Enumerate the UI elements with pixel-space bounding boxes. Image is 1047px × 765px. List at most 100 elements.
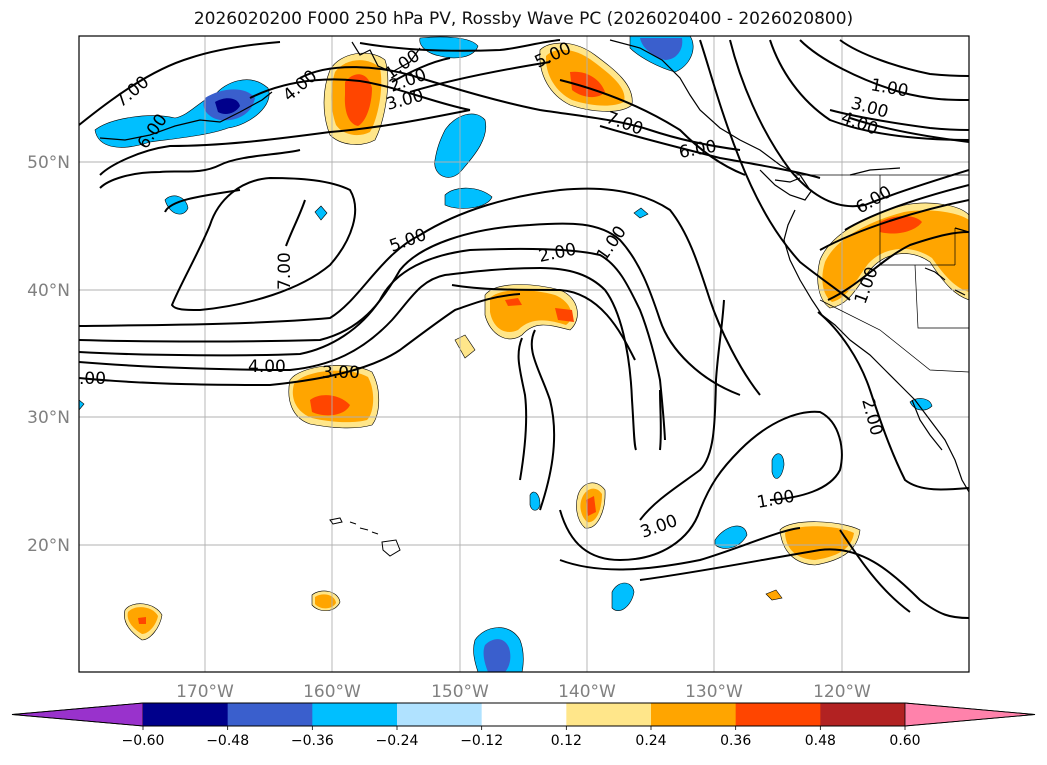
map-background	[79, 36, 969, 672]
pv-contour	[639, 299, 725, 521]
pv-contour	[699, 39, 851, 301]
negative-anomaly-shading	[771, 453, 785, 479]
negative-anomaly-shading	[314, 205, 328, 221]
colorbar-segment	[820, 703, 906, 726]
colorbar-label: 0.36	[720, 733, 751, 749]
colorbar-segment	[227, 703, 313, 726]
pv-contour	[829, 109, 969, 131]
pv-contour	[659, 389, 662, 451]
pv-contour	[559, 410, 843, 562]
colorbar-segment	[397, 703, 483, 726]
pv-contour	[530, 329, 556, 511]
colorbar: −0.60 −0.48 −0.36 −0.24 −0.12 0.12 0.24 0.36 0.4…	[11, 702, 1036, 749]
pv-contour	[79, 266, 637, 451]
pv-contour	[99, 149, 301, 189]
negative-anomaly-shading	[529, 491, 541, 511]
colorbar-label: −0.60	[122, 733, 165, 749]
pv-contour	[359, 39, 561, 52]
contour-label: 3.00	[322, 363, 360, 383]
colorbar-segment	[566, 703, 652, 726]
negative-anomaly-core	[483, 639, 511, 672]
longitude-tick-labels: 170°W 160°W 150°W 140°W 130°W 120°W	[176, 682, 871, 702]
colorbar-label: −0.36	[291, 733, 334, 749]
pv-contour	[599, 125, 821, 179]
pv-contour	[817, 311, 969, 491]
colorbar-segment	[651, 703, 737, 726]
pv-contour	[769, 39, 969, 141]
negative-anomaly-shading	[714, 525, 748, 549]
positive-anomaly-core	[138, 617, 146, 624]
colorbar-segment	[735, 703, 821, 726]
negative-anomaly-shading	[633, 207, 649, 219]
lat-tick-label: 30°N	[27, 408, 70, 428]
positive-anomaly-core	[555, 308, 574, 322]
pv-contour	[844, 184, 969, 231]
negative-anomaly-core	[640, 38, 683, 60]
pv-contour	[79, 187, 761, 396]
contour-label: .00	[79, 369, 106, 389]
map-frame	[78, 35, 970, 673]
lon-tick-label: 150°W	[431, 682, 489, 702]
colorbar-extend-low	[11, 702, 144, 727]
positive-anomaly-core	[505, 298, 522, 306]
pv-contour	[285, 199, 306, 247]
pv-contour	[79, 247, 666, 441]
pv-contour	[164, 189, 241, 213]
pv-contour	[839, 529, 911, 613]
lon-tick-label: 140°W	[558, 682, 616, 702]
colorbar-extend-high	[904, 702, 1036, 727]
lat-tick-label: 20°N	[27, 536, 70, 556]
pv-contour	[79, 41, 281, 126]
negative-anomaly-core	[215, 98, 240, 114]
pv-contour	[170, 176, 357, 312]
colorbar-label: −0.24	[376, 733, 419, 749]
colorbar-segment	[312, 703, 398, 726]
pv-contour	[299, 66, 741, 151]
lon-tick-label: 170°W	[176, 682, 234, 702]
colorbar-label: −0.12	[460, 733, 503, 749]
negative-anomaly-shading	[611, 582, 635, 611]
colorbar-label: 0.48	[805, 733, 836, 749]
pv-contour	[839, 39, 969, 77]
pv-contour	[639, 548, 969, 619]
latitude-tick-labels: 50°N 40°N 30°N 20°N	[27, 153, 70, 556]
positive-anomaly-shading	[822, 210, 969, 302]
pv-contour	[517, 337, 528, 481]
negative-anomaly-shading	[444, 187, 493, 209]
colorbar-label: 0.60	[889, 733, 920, 749]
pv-contour	[391, 57, 451, 83]
pv-contour	[79, 222, 741, 396]
contour-label: 4.00	[248, 357, 286, 377]
pv-contour	[409, 61, 551, 93]
pv-contour	[729, 39, 969, 208]
positive-anomaly-core	[310, 395, 350, 416]
pv-contour	[559, 527, 801, 571]
lat-tick-label: 40°N	[27, 281, 70, 301]
figure-title: 2026020200 F000 250 hPa PV, Rossby Wave …	[193, 9, 854, 29]
pv-contour	[827, 231, 969, 301]
positive-anomaly-core	[586, 496, 596, 516]
colorbar-label: −0.48	[206, 733, 249, 749]
pv-contour	[249, 78, 471, 111]
coastlines	[99, 39, 969, 493]
pv-contours	[79, 39, 969, 619]
lon-tick-label: 130°W	[685, 682, 743, 702]
colorbar-label: 0.12	[551, 733, 582, 749]
positive-anomaly-core	[344, 74, 372, 126]
pv-contour	[559, 79, 746, 176]
pv-contour	[849, 117, 969, 143]
pv-contour	[79, 293, 521, 387]
pv-contour	[99, 109, 471, 176]
pv-contour	[451, 284, 636, 361]
positive-anomaly-shading	[785, 526, 854, 560]
contour-label: 7.00	[275, 252, 295, 290]
pv-contour	[799, 39, 969, 101]
colorbar-segment	[481, 703, 567, 726]
negative-anomaly-shading	[79, 399, 85, 411]
colorbar-label: 0.24	[635, 733, 666, 749]
positive-anomaly-shading	[765, 589, 783, 601]
lat-tick-label: 50°N	[27, 153, 70, 173]
lon-tick-label: 160°W	[303, 682, 361, 702]
colorbar-segment	[143, 703, 229, 726]
